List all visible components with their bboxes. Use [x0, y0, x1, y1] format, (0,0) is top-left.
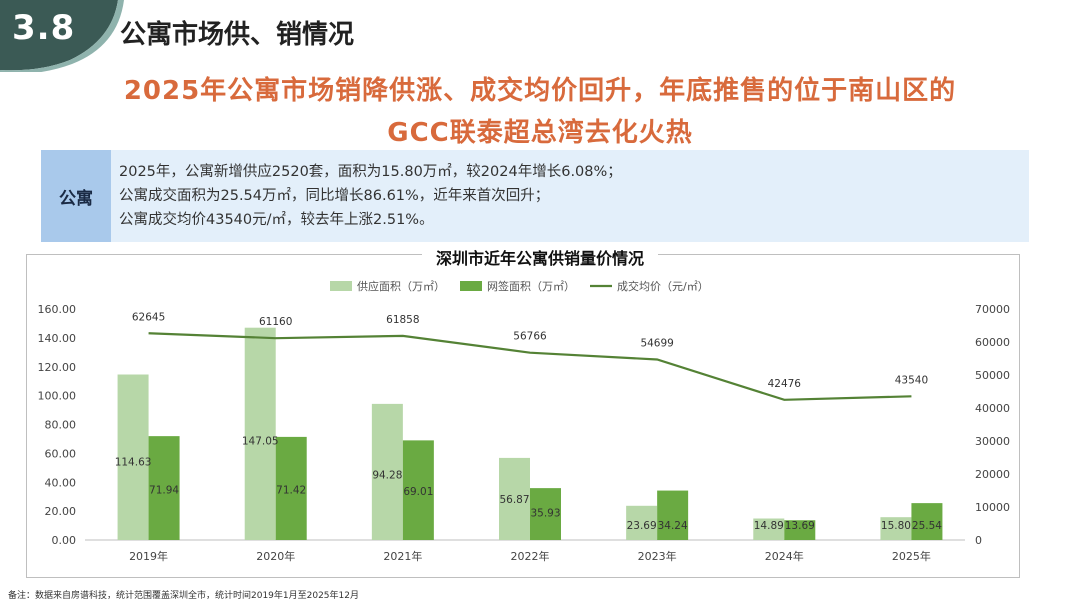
price-data-label: 61160	[259, 316, 292, 328]
left-axis-tick-label: 60.00	[45, 447, 77, 460]
price-data-label: 54699	[640, 337, 673, 349]
section-number: 3.8	[12, 8, 76, 48]
sales-data-label: 13.69	[785, 520, 815, 532]
legend-sales-label: 网签面积（万㎡）	[487, 279, 575, 293]
price-data-label: 62645	[132, 311, 165, 323]
left-axis-tick-label: 160.00	[38, 303, 77, 316]
summary-box: 公寓 2025年，公寓新增供应2520套，面积为15.80万㎡，较2024年增长…	[41, 150, 1029, 242]
left-axis-tick-label: 120.00	[38, 361, 77, 374]
price-data-label: 56766	[513, 331, 547, 343]
x-axis-tick-label: 2022年	[511, 549, 550, 563]
supply-bar	[244, 327, 276, 540]
supply-data-label: 23.69	[627, 520, 657, 532]
supply-data-label: 114.63	[115, 457, 152, 469]
sales-data-label: 71.42	[276, 485, 306, 497]
left-axis-tick-label: 0.00	[52, 534, 77, 547]
summary-lines: 2025年，公寓新增供应2520套，面积为15.80万㎡，较2024年增长6.0…	[111, 150, 622, 242]
x-axis-tick-label: 2019年	[129, 549, 168, 563]
legend-supply-label: 供应面积（万㎡）	[357, 279, 445, 293]
price-data-label: 61858	[386, 314, 419, 326]
supply-bar	[880, 517, 912, 540]
supply-bar	[499, 457, 530, 540]
sales-bar	[784, 520, 816, 540]
summary-line-supply: 2025年，公寓新增供应2520套，面积为15.80万㎡，较2024年增长6.0…	[119, 164, 622, 180]
legend-supply-swatch	[330, 281, 352, 291]
left-axis-tick-label: 20.00	[45, 505, 77, 518]
supply-data-label: 147.05	[242, 435, 279, 447]
supply-bar	[117, 374, 149, 540]
supply-data-label: 15.80	[881, 520, 911, 532]
corner-decoration	[0, 0, 124, 72]
right-axis-tick-label: 50000	[975, 369, 1010, 382]
headline-line-1: 2025年公寓市场销降供涨、成交均价回升，年底推售的位于南山区的	[123, 76, 957, 106]
sales-data-label: 71.94	[149, 484, 179, 496]
sales-bar	[530, 488, 561, 540]
sales-bar	[402, 440, 434, 540]
x-axis-tick-label: 2025年	[892, 549, 931, 563]
left-axis-tick-label: 140.00	[38, 332, 77, 345]
sales-data-label: 25.54	[912, 520, 942, 532]
x-axis-tick-label: 2023年	[638, 549, 677, 563]
supply-data-label: 94.28	[372, 470, 402, 482]
x-axis-tick-label: 2024年	[765, 549, 804, 563]
chart-title-wrap: 深圳市近年公寓供销量价情况	[0, 245, 1080, 269]
supply-bar	[626, 505, 658, 540]
sales-data-label: 34.24	[658, 520, 688, 532]
sales-data-label: 35.93	[530, 508, 560, 520]
footnote: 备注：数据来自房谱科技，统计范围覆盖深圳全市，统计时间2019年1月至2025年…	[8, 591, 359, 601]
legend-sales-swatch	[460, 281, 482, 291]
summary-line-sales: 公寓成交面积为25.54万㎡，同比增长86.61%，近年来首次回升；	[119, 188, 550, 204]
price-data-label: 43540	[895, 374, 928, 386]
x-axis-tick-label: 2020年	[256, 549, 295, 563]
sales-bar	[911, 503, 943, 540]
section-title: 公寓市场供、销情况	[120, 20, 355, 50]
right-axis-tick-label: 10000	[975, 501, 1010, 514]
left-axis-tick-label: 40.00	[45, 476, 77, 489]
sales-bar	[275, 436, 307, 540]
legend-price-label: 成交均价（元/㎡）	[617, 279, 709, 293]
chart-title: 深圳市近年公寓供销量价情况	[421, 249, 658, 268]
supply-bar	[753, 518, 785, 540]
supply-data-label: 14.89	[754, 520, 784, 532]
supply-data-label: 56.87	[499, 494, 529, 506]
sales-data-label: 69.01	[403, 486, 433, 498]
right-axis-tick-label: 30000	[975, 435, 1010, 448]
x-axis-tick-label: 2021年	[383, 549, 422, 563]
summary-tag: 公寓	[41, 150, 111, 242]
sales-bar	[657, 490, 689, 540]
left-axis-tick-label: 100.00	[38, 390, 77, 403]
price-data-label: 42476	[768, 378, 802, 390]
price-line	[148, 332, 912, 401]
right-axis-tick-label: 20000	[975, 468, 1010, 481]
sales-bar	[148, 436, 180, 540]
right-axis-tick-label: 0	[975, 534, 982, 547]
left-axis-tick-label: 80.00	[45, 419, 77, 432]
headline-line-2: GCC联泰超总湾去化火热	[387, 118, 693, 148]
right-axis-tick-label: 70000	[975, 303, 1010, 316]
right-axis-tick-label: 60000	[975, 336, 1010, 349]
supply-bar	[371, 403, 403, 540]
summary-line-price: 公寓成交均价43540元/㎡，较去年上涨2.51%。	[119, 212, 434, 228]
right-axis-tick-label: 40000	[975, 402, 1010, 415]
